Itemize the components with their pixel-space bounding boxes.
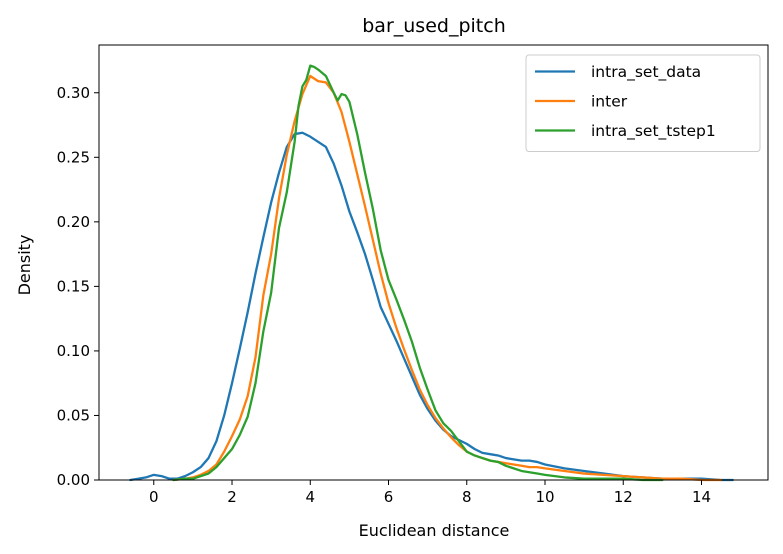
legend-box	[525, 54, 761, 152]
x-tick-label: 10	[535, 488, 554, 506]
x-tick-label: 4	[305, 488, 315, 506]
legend-label: inter	[591, 93, 628, 111]
y-axis-label: Density	[15, 235, 34, 296]
x-tick-label: 2	[227, 488, 237, 506]
x-tick-label: 14	[692, 488, 711, 506]
y-tick-label: 0.25	[57, 148, 90, 166]
x-tick-label: 8	[462, 488, 472, 506]
x-tick-label: 6	[384, 488, 394, 506]
series-line-intra-set-tstep1	[172, 64, 664, 482]
x-tick-label: 12	[614, 488, 633, 506]
x-axis-label: Euclidean distance	[359, 521, 510, 540]
legend-label: intra_set_tstep1	[591, 122, 716, 141]
series-line-intra-set-data	[129, 131, 734, 482]
y-tick-label: 0.15	[57, 277, 90, 295]
series-line-inter	[172, 74, 723, 482]
axes: 0 2 4 6 8 10 12 14 0.00 0.05 0.10 0.15 0.20 0.25 0.30	[57, 44, 769, 506]
y-tick-label: 0.30	[57, 84, 90, 102]
y-tick-label: 0.10	[57, 342, 90, 360]
y-tick-label: 0.05	[57, 406, 90, 424]
x-tick-label: 0	[149, 488, 159, 506]
y-tick-label: 0.00	[57, 471, 90, 489]
legend-label: intra_set_data	[591, 63, 701, 82]
y-tick-label: 0.20	[57, 213, 90, 231]
axes-frame	[98, 44, 769, 481]
chart-title: bar_used_pitch	[362, 15, 505, 37]
plot-area	[129, 64, 734, 482]
